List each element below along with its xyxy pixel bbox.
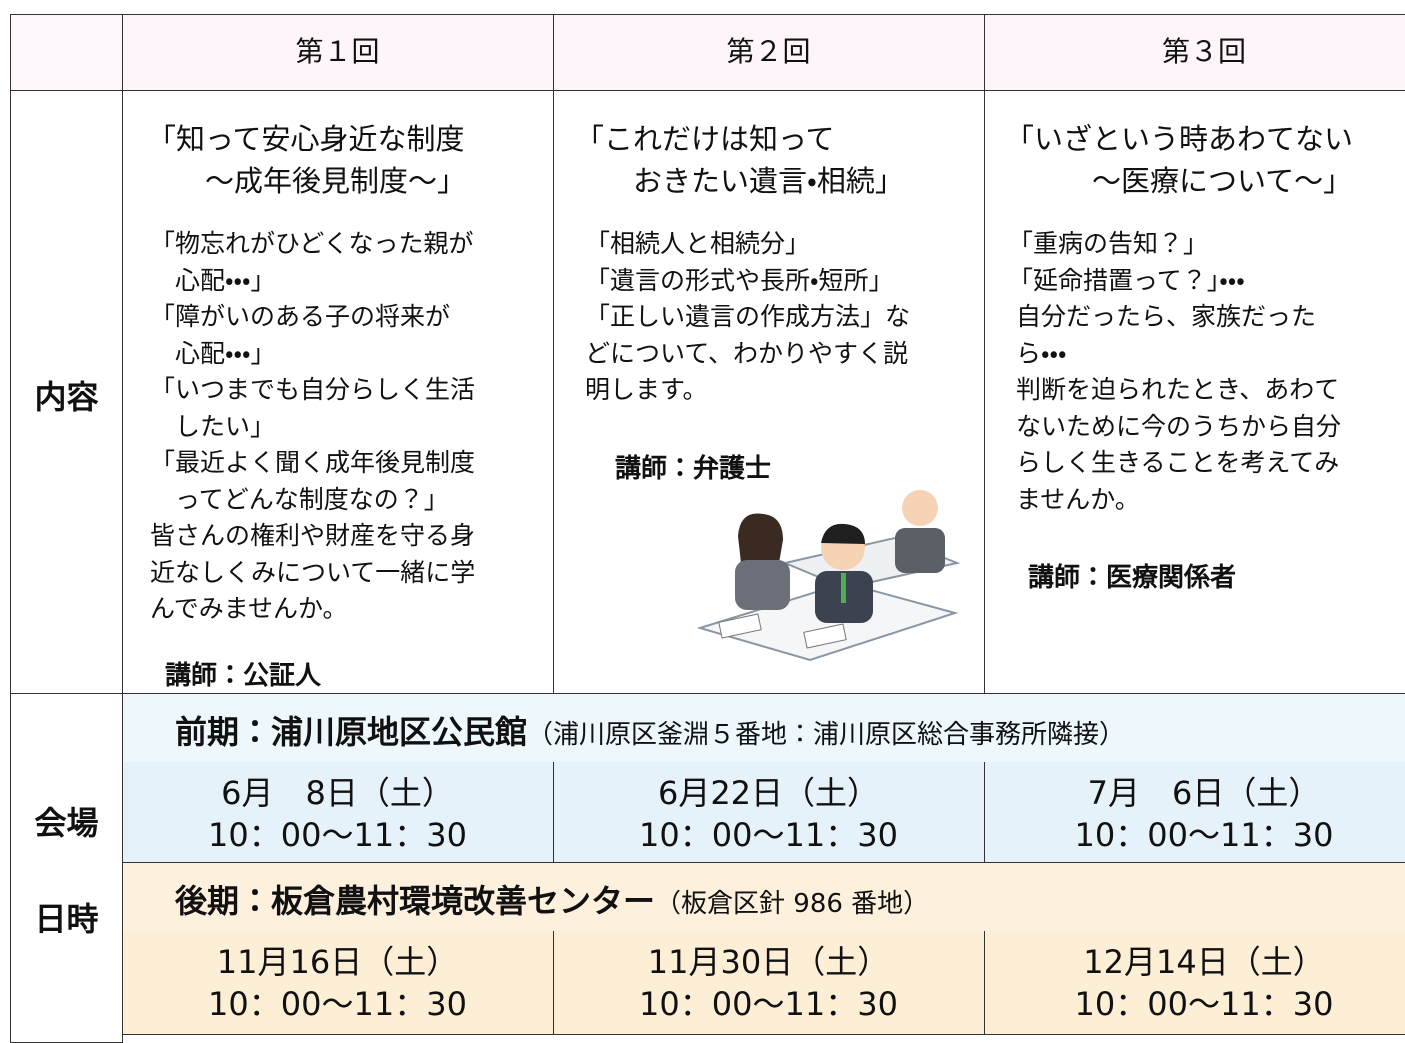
time: 10：00～11：30 bbox=[208, 816, 467, 854]
time: 10：00～11：30 bbox=[639, 816, 898, 854]
session-body: 「正しい遺言の作成方法」な bbox=[585, 302, 911, 331]
lecturer: 講師：医療関係者 bbox=[1028, 563, 1237, 593]
session-body: したい」 bbox=[150, 411, 276, 441]
session-body: 「いつまでも自分らしく生活 bbox=[150, 375, 476, 404]
session-body: 皆さんの権利や財産を守る身 bbox=[150, 521, 476, 550]
session-body: 「物忘れがひどくなった親が bbox=[150, 229, 474, 258]
session-body: 心配・・・」 bbox=[150, 265, 276, 295]
date-cell bbox=[984, 931, 1405, 1035]
date-cell bbox=[984, 762, 1405, 865]
session-body: 明します。 bbox=[585, 375, 708, 404]
illustration bbox=[696, 490, 960, 662]
session-body: どについて、わかりやすく説 bbox=[585, 338, 909, 368]
session-title: 「いざという時あわてない bbox=[1005, 122, 1354, 156]
session-body: 「延命措置って？」・・・ bbox=[1008, 265, 1245, 295]
lecturer: 講師：弁護士 bbox=[615, 454, 772, 484]
session-body: 「重病の告知？」 bbox=[1008, 229, 1209, 258]
header-text: 第３回 bbox=[1161, 35, 1246, 68]
time: 10：00～11：30 bbox=[1074, 816, 1334, 854]
session-title: おきたい遺言・相続」 bbox=[575, 164, 904, 198]
date: 11月30日（土） bbox=[647, 943, 890, 981]
session-body: んでみませんか。 bbox=[150, 594, 348, 623]
date: 6月22日（土） bbox=[657, 774, 880, 812]
time: 10：00～11：30 bbox=[1074, 985, 1334, 1023]
header-text: 第１回 bbox=[295, 35, 380, 68]
header-text: 第２回 bbox=[726, 35, 811, 68]
session-body: 近なしくみについて一緒に学 bbox=[150, 557, 476, 587]
session-body: ませんか。 bbox=[1008, 484, 1140, 514]
session-body: ら・・・ bbox=[1008, 338, 1067, 368]
session-body: 判断を迫られたとき、あわて bbox=[1008, 375, 1340, 404]
session-body: 心配・・・」 bbox=[150, 338, 276, 368]
session-title: 「これだけは知って bbox=[575, 122, 835, 156]
venue-note: （板倉区針 986 番地） bbox=[655, 889, 930, 919]
corner-cell bbox=[10, 14, 123, 91]
session-body: らしく生きることを考えてみ bbox=[1008, 448, 1340, 477]
session-title: ～成年後見制度～」 bbox=[147, 164, 467, 198]
session-body: 自分だったら、家族だった bbox=[1008, 302, 1316, 331]
row-label: 内容 bbox=[34, 378, 99, 416]
time: 10：00～11：30 bbox=[208, 985, 467, 1023]
session-title: 「知って安心身近な制度 bbox=[147, 122, 465, 156]
date: 7月 6日（土） bbox=[1087, 774, 1321, 812]
lecturer: 講師：公証人 bbox=[165, 661, 322, 691]
session-body: ってどんな制度なの？」 bbox=[150, 484, 449, 514]
time: 10：00～11：30 bbox=[639, 985, 898, 1023]
date-cell bbox=[122, 931, 554, 1035]
venue-cell bbox=[122, 693, 1405, 763]
session-title: ～医療について～」 bbox=[1005, 164, 1353, 198]
venue: 前期：浦川原地区公民館（浦川原区釜淵５番地：浦川原区総合事務所隣接） bbox=[175, 713, 1126, 751]
label-cell bbox=[10, 693, 123, 1043]
session-body: 「障がいのある子の将来が bbox=[150, 302, 451, 331]
session-body: 「最近よく聞く成年後見制度 bbox=[150, 448, 476, 477]
session-body: ないために今のうちから自分 bbox=[1008, 411, 1341, 441]
venue: 後期：板倉農村環境改善センター（板倉区針 986 番地） bbox=[175, 882, 930, 920]
date: 11月16日（土） bbox=[216, 943, 459, 981]
date: 12月14日（土） bbox=[1083, 943, 1325, 981]
session-body: 「相続人と相続分」 bbox=[585, 229, 811, 258]
row-label: 日時 bbox=[34, 900, 99, 938]
date: 6月 8日（土） bbox=[221, 774, 454, 812]
row-label: 会場 bbox=[34, 804, 99, 842]
header-cell bbox=[122, 14, 554, 91]
session-body: 「遺言の形式や長所・短所」 bbox=[585, 265, 894, 295]
venue-note: （浦川原区釜淵５番地：浦川原区総合事務所隣接） bbox=[527, 720, 1126, 750]
venue-cell bbox=[122, 862, 1405, 932]
